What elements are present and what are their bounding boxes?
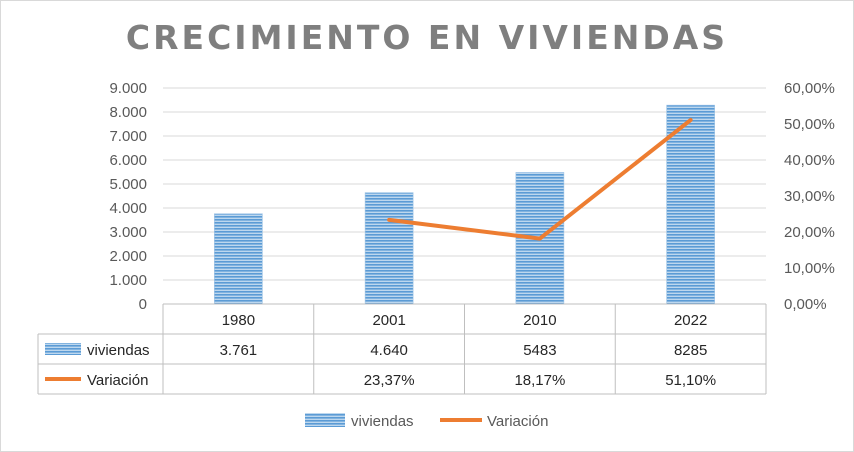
y-left-tick-label: 2.000 [109, 248, 147, 265]
chart-title: CRECIMIENTO EN VIVIENDAS [125, 18, 729, 57]
y-right-tick-label: 40,00% [784, 152, 835, 169]
y-right-tick-label: 0,00% [784, 296, 827, 313]
y-right-tick-label: 50,00% [784, 116, 835, 133]
data-label-viviendas: 5483 [523, 342, 556, 359]
y-left-tick-label: 4.000 [109, 200, 147, 217]
y-right-tick-label: 20,00% [784, 224, 835, 241]
data-label-viviendas: 8285 [674, 342, 707, 359]
y-right-tick-label: 30,00% [784, 188, 835, 205]
y-left-tick-label: 9.000 [109, 80, 147, 97]
y-left-tick-label: 0 [139, 296, 147, 313]
legend-label: viviendas [351, 413, 414, 430]
data-label-viviendas: 4.640 [370, 342, 408, 359]
bar-viviendas [364, 192, 414, 305]
x-tick-label: 2001 [372, 312, 405, 329]
data-label-viviendas: 3.761 [220, 342, 258, 359]
y-left-tick-label: 7.000 [109, 128, 147, 145]
y-left-tick-label: 5.000 [109, 176, 147, 193]
y-right-tick-label: 60,00% [784, 80, 835, 97]
x-tick-label: 2022 [674, 312, 707, 329]
y-left-tick-label: 1.000 [109, 272, 147, 289]
table-row-label: Variación [87, 372, 148, 389]
bar-viviendas [666, 104, 715, 305]
data-label-variacion: 23,37% [364, 372, 415, 389]
x-tick-label: 2010 [523, 312, 556, 329]
y-left-tick-label: 6.000 [109, 152, 147, 169]
y-left-tick-label: 3.000 [109, 224, 147, 241]
y-left-tick-label: 8.000 [109, 104, 147, 121]
legend-label: Variación [487, 413, 548, 430]
table-row-label: viviendas [87, 342, 150, 359]
data-label-variacion: 18,17% [514, 372, 565, 389]
bar-viviendas [214, 213, 263, 305]
data-label-variacion: 51,10% [665, 372, 716, 389]
x-tick-label: 1980 [222, 312, 255, 329]
table-key-viviendas [45, 343, 81, 355]
legend-key-viviendas [305, 413, 345, 427]
y-right-tick-label: 10,00% [784, 260, 835, 277]
